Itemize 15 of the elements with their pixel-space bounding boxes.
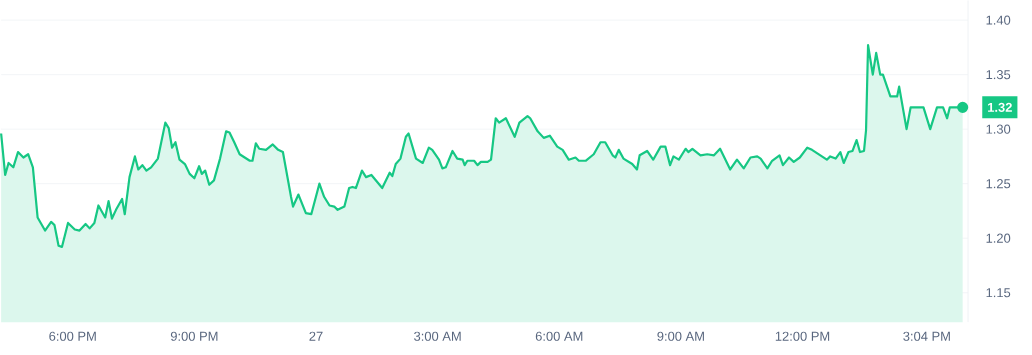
x-tick-label: 6:00 AM xyxy=(535,331,583,341)
y-tick-label: 1.40 xyxy=(986,15,1011,25)
x-tick-label: 12:00 PM xyxy=(775,331,830,341)
x-tick-label: 3:00 AM xyxy=(414,331,461,341)
y-tick-label: 1.15 xyxy=(986,288,1011,298)
x-tick-label: 9:00 AM xyxy=(657,331,704,341)
x-tick-label: 3:04 PM xyxy=(903,331,950,341)
x-tick-label: 9:00 PM xyxy=(170,331,218,341)
x-tick-label: 6:00 PM xyxy=(49,331,96,341)
y-tick-label: 1.25 xyxy=(986,179,1011,189)
y-tick-label: 1.30 xyxy=(986,124,1011,134)
x-tick-label: 27 xyxy=(309,331,323,341)
text: 1.32 xyxy=(988,102,1012,112)
y-tick-label: 1.20 xyxy=(986,233,1011,243)
y-tick-label: 1.35 xyxy=(986,70,1011,80)
